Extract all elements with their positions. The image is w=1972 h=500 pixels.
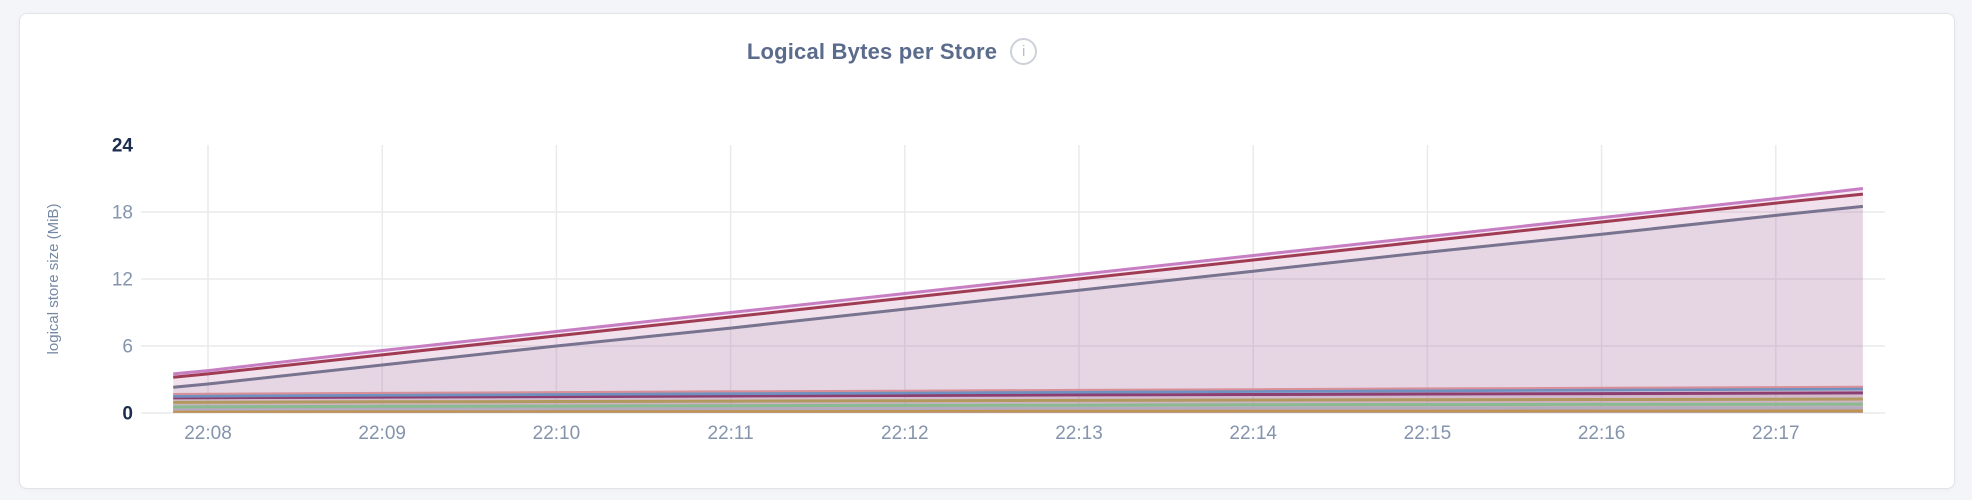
series-crimson-area	[173, 194, 1863, 413]
x-tick-label: 22:11	[708, 423, 754, 444]
y-tick-label: 6	[122, 337, 133, 358]
x-tick-label: 22:14	[1229, 423, 1277, 444]
series-gray-line	[173, 406, 1863, 411]
series-slate-area	[173, 206, 1863, 413]
series-plum-line	[173, 391, 1863, 400]
series-orchid-line	[173, 187, 1864, 376]
chart-card: Logical Bytes per Store i 0 6 12 18 24 22:08 2…	[19, 13, 1955, 489]
x-tick-label: 22:13	[1055, 423, 1103, 444]
x-tick-label: 22:17	[1752, 423, 1800, 444]
series-orchid-area	[173, 188, 1863, 413]
series-slate-line	[173, 204, 1864, 389]
chart-header: Logical Bytes per Store i	[20, 38, 1764, 65]
y-tick-label: 0	[122, 404, 133, 425]
x-tick-label: 22:08	[184, 423, 232, 444]
series-blue-line	[173, 387, 1863, 398]
info-icon[interactable]: i	[1010, 38, 1038, 65]
series-khaki-line	[173, 397, 1863, 404]
series-salmon-line	[173, 385, 1863, 395]
y-tick-label: 24	[112, 136, 134, 157]
x-tick-label: 22:16	[1578, 423, 1626, 444]
chart-canvas[interactable]: 0 6 12 18 24 22:08 22:09 22:10 22:11 22:12 22:13 22…	[20, 14, 1954, 488]
x-tick-label: 22:10	[533, 423, 581, 444]
y-tick-label: 12	[112, 270, 133, 291]
y-tick-label: 18	[112, 203, 133, 224]
x-tick-label: 22:15	[1404, 423, 1452, 444]
x-tick-label: 22:12	[881, 423, 929, 444]
series-crimson-line	[173, 192, 1864, 379]
x-tick-label: 22:09	[358, 423, 406, 444]
chart-title: Logical Bytes per Store	[746, 38, 998, 64]
series-green-line	[173, 402, 1863, 409]
series-tan-line	[173, 409, 1863, 413]
y-axis-title: logical store size (MiB)	[45, 204, 62, 355]
